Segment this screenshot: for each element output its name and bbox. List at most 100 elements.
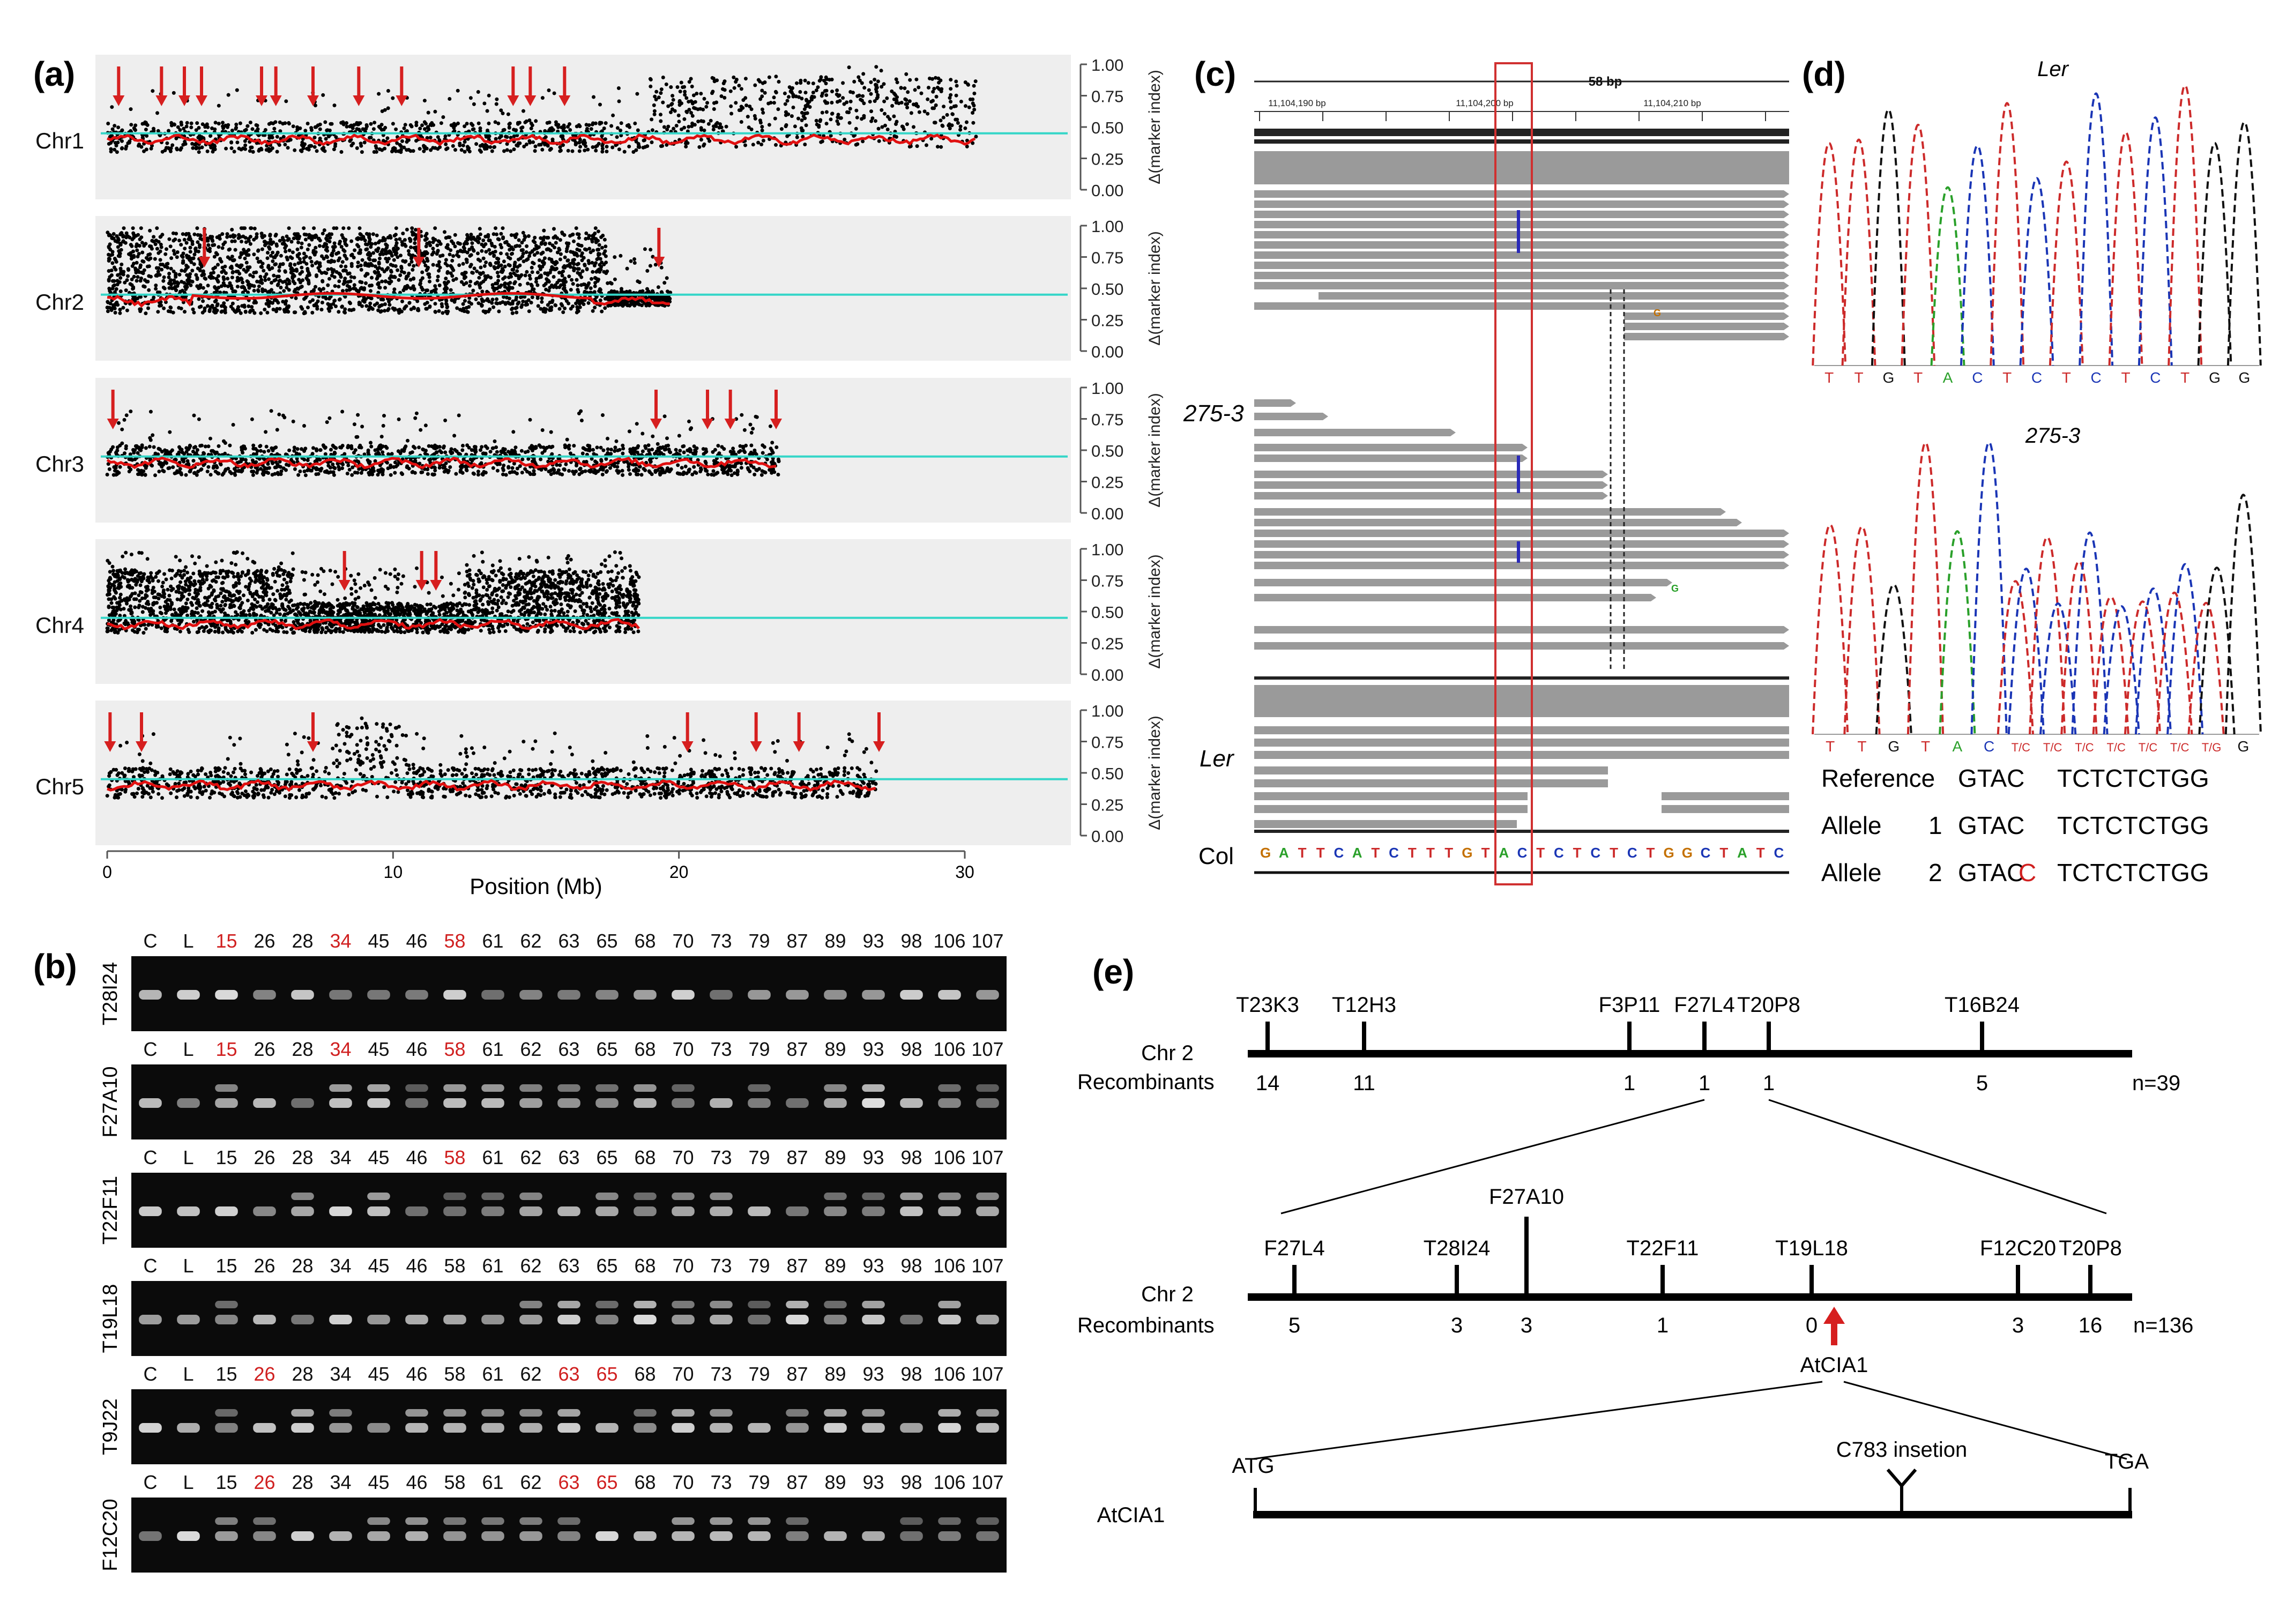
lane-label: 107 xyxy=(971,930,1003,952)
gel-band xyxy=(481,1423,504,1433)
map2-rec-label: Recombinants xyxy=(1077,1314,1215,1337)
trace-peak xyxy=(2029,536,2066,735)
track-label-275-3: 275-3 xyxy=(1183,400,1244,427)
gel-marker-name: T28I24 xyxy=(99,962,122,1025)
map2-marker: F12C20 xyxy=(1980,1236,2056,1260)
lane-label: 87 xyxy=(786,1471,808,1493)
y-axis-label: Δ(marker index) xyxy=(1146,393,1164,507)
map2-marker: T22F11 xyxy=(1627,1236,1699,1260)
aligned-read xyxy=(1254,455,1528,462)
gel-band xyxy=(557,990,580,1000)
lane-label: 68 xyxy=(634,1363,656,1385)
marker-arrow-head xyxy=(724,419,736,429)
lane-label: 61 xyxy=(482,1255,503,1277)
lane-label: 26 xyxy=(254,930,275,952)
alignment-allele-number: 1 xyxy=(1928,811,1942,839)
base-call: T xyxy=(2180,369,2189,386)
trace-peak xyxy=(2071,532,2109,735)
aligned-read xyxy=(1254,444,1528,451)
marker-arrow-head xyxy=(524,95,537,106)
lane-label: 93 xyxy=(862,1146,884,1168)
marker-arrow-head xyxy=(270,95,282,106)
gel-band xyxy=(443,1423,466,1433)
gel-band xyxy=(900,990,923,1000)
gel-band xyxy=(405,990,428,1000)
y-tick-label: 0.00 xyxy=(1091,827,1123,846)
lane-label: 89 xyxy=(824,1038,846,1060)
trace-peak xyxy=(2108,131,2143,366)
gel-band xyxy=(481,1098,504,1108)
lane-label: 79 xyxy=(748,1146,770,1168)
reference-base: A xyxy=(1737,845,1747,861)
trace-title: Ler xyxy=(2037,57,2069,81)
gel-marker-name: T22F11 xyxy=(99,1176,122,1245)
gel-band xyxy=(443,990,466,1000)
lane-label: 87 xyxy=(786,1146,808,1168)
y-tick-label: 0.25 xyxy=(1091,796,1123,815)
gel-band xyxy=(748,1315,771,1324)
trace-peak xyxy=(2187,602,2225,735)
gel-band-upper xyxy=(748,1084,771,1092)
map2-count: 3 xyxy=(1521,1314,1532,1337)
gel-band-upper xyxy=(557,1517,580,1525)
alignment-label: Allele xyxy=(1821,859,1882,887)
reference-base: T xyxy=(1371,845,1380,861)
aligned-read xyxy=(1624,333,1789,340)
gel-band-upper xyxy=(595,1301,619,1308)
lane-label: 73 xyxy=(710,1038,732,1060)
aligned-read xyxy=(1254,562,1789,569)
lane-label: 61 xyxy=(482,1471,503,1493)
alignment-seq-right: TCTCTCTGG xyxy=(2057,859,2209,887)
gel-band xyxy=(405,1531,428,1541)
map2-marker: F27L4 xyxy=(1264,1236,1324,1260)
trace-peak xyxy=(1841,138,1876,366)
base-call: T xyxy=(1854,369,1863,386)
gel-band xyxy=(748,1206,771,1216)
lane-label: 28 xyxy=(292,1146,313,1168)
base-call: G xyxy=(1888,738,1900,755)
gel-band-upper xyxy=(519,1409,542,1417)
trace-peak xyxy=(1843,525,1881,735)
reference-base: T xyxy=(1536,845,1545,861)
lane-label: 68 xyxy=(634,1255,656,1277)
map2-n: n=136 xyxy=(2133,1314,2193,1337)
gel-band-upper xyxy=(557,1409,580,1417)
mismatch-base: G xyxy=(1671,583,1679,594)
gel-band xyxy=(253,1098,276,1108)
gel-band-upper xyxy=(748,1517,771,1525)
gel-band xyxy=(900,1423,923,1433)
base-call: G xyxy=(2238,369,2250,386)
marker-arrow-head xyxy=(198,257,211,267)
lane-label: L xyxy=(183,1255,193,1277)
map2-count: 1 xyxy=(1657,1314,1669,1337)
base-call: T xyxy=(2121,369,2130,386)
marker-arrow-head xyxy=(113,95,125,106)
base-call: G xyxy=(2237,738,2249,755)
y-tick-label: 0.75 xyxy=(1091,572,1123,591)
gel-band-upper xyxy=(481,1193,504,1200)
x-tick-label: 10 xyxy=(384,862,403,882)
panel-c-label: (c) xyxy=(1194,55,1236,93)
gel-band xyxy=(786,1423,809,1433)
gel-band xyxy=(976,1098,999,1108)
gel-band-upper xyxy=(672,1517,695,1525)
gel-band xyxy=(481,990,504,1000)
aligned-read xyxy=(1662,805,1789,813)
marker-arrow-head xyxy=(307,741,319,752)
y-tick-label: 1.00 xyxy=(1091,702,1123,720)
trace-peak xyxy=(1906,442,1945,735)
gel-band xyxy=(139,1315,162,1324)
panel-d-label: (d) xyxy=(1802,55,1846,93)
lane-label: 65 xyxy=(596,1038,617,1060)
lane-label: 58 xyxy=(444,1363,465,1385)
smoothed-line xyxy=(107,617,640,631)
gel-band xyxy=(139,1098,162,1108)
gel-band-upper xyxy=(329,1084,352,1092)
trace-peak xyxy=(1812,141,1847,366)
gel-band-upper xyxy=(215,1409,238,1417)
lane-label: 26 xyxy=(254,1146,275,1168)
gel-band-upper xyxy=(710,1517,733,1525)
lane-label: 107 xyxy=(971,1363,1003,1385)
gel-band xyxy=(139,1531,162,1541)
marker-arrow-head xyxy=(353,95,365,106)
